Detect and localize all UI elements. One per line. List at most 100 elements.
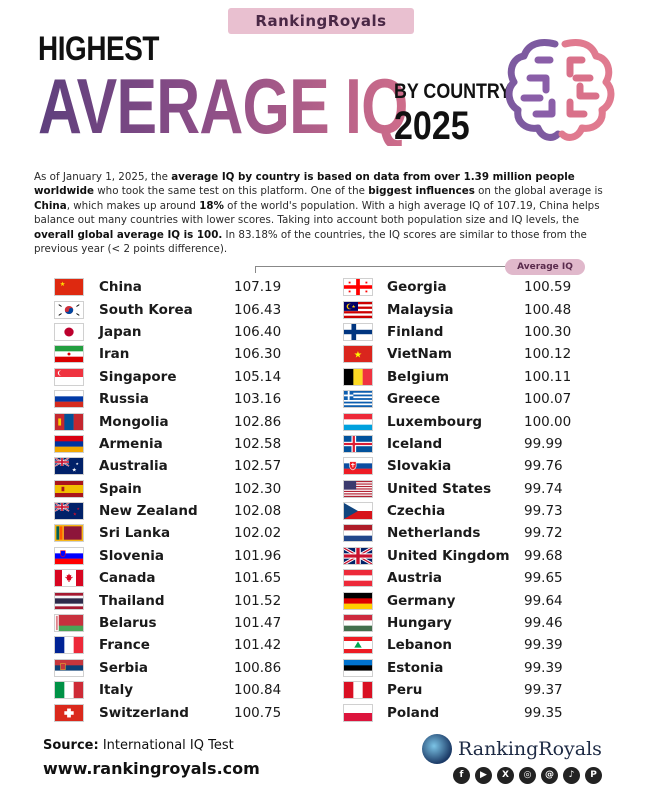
table-row: Hungary 99.46	[343, 612, 593, 634]
iq-value: 100.86	[234, 659, 282, 676]
iq-value: 99.65	[524, 570, 563, 587]
country-name: Switzerland	[99, 704, 189, 721]
flag-th-icon	[54, 591, 84, 610]
svg-text:★: ★	[76, 507, 80, 511]
iq-value: 102.58	[234, 435, 282, 452]
flag-ca-icon	[54, 569, 84, 588]
iq-value: 100.11	[524, 368, 572, 385]
iq-value: 99.68	[524, 547, 563, 564]
svg-text:★: ★	[351, 304, 355, 310]
flag-lb-icon	[343, 636, 373, 655]
flag-vn-icon: ★	[343, 345, 373, 364]
flag-sk-icon	[343, 457, 373, 476]
country-name: South Korea	[99, 301, 193, 318]
flag-fr-icon	[54, 636, 84, 655]
table-row: Singapore 105.14	[54, 366, 304, 388]
flag-pl-icon	[343, 703, 373, 722]
pinterest-icon[interactable]: P	[585, 767, 602, 784]
table-row: Belarus 101.47	[54, 612, 304, 634]
brand-badge: RankingRoyals	[228, 8, 414, 34]
table-row: Germany 99.64	[343, 589, 593, 611]
iq-value: 99.72	[524, 525, 563, 542]
brain-icon	[505, 39, 615, 141]
country-name: Georgia	[387, 279, 447, 296]
table-row: Armenia 102.58	[54, 433, 304, 455]
threads-icon[interactable]: @	[541, 767, 558, 784]
table-row: Spain 102.30	[54, 478, 304, 500]
flag-be-icon	[343, 367, 373, 386]
tiktok-icon[interactable]: ♪	[563, 767, 580, 784]
table-row: Poland 99.35	[343, 701, 593, 723]
country-name: Czechia	[387, 503, 446, 520]
iq-value: 101.65	[234, 570, 282, 587]
flag-pe-icon	[343, 681, 373, 700]
flag-jp-icon	[54, 322, 84, 341]
table-row: Peru 99.37	[343, 679, 593, 701]
flag-nl-icon	[343, 524, 373, 543]
flag-ru-icon	[54, 390, 84, 409]
social-icons: f ▶ X ◎ @ ♪ P	[453, 767, 602, 784]
iq-value: 105.14	[234, 368, 282, 385]
iq-value: 99.76	[524, 458, 563, 475]
flag-it-icon	[54, 681, 84, 700]
table-row: Finland 100.30	[343, 321, 593, 343]
flag-am-icon	[54, 434, 84, 453]
country-name: Belgium	[387, 368, 450, 385]
table-row: Slovakia 99.76	[343, 455, 593, 477]
country-name: Slovakia	[387, 458, 452, 475]
iq-value: 101.47	[234, 615, 282, 632]
table-row: ★ VietNam 100.12	[343, 343, 593, 365]
table-row: United States 99.74	[343, 478, 593, 500]
table-row: Georgia 100.59	[343, 276, 593, 298]
flag-by-icon	[54, 614, 84, 633]
flag-au-icon: ★ ★	[54, 457, 84, 476]
country-name: Germany	[387, 592, 456, 609]
flag-cn-icon: ★	[54, 278, 84, 297]
youtube-icon[interactable]: ▶	[475, 767, 492, 784]
country-name: United Kingdom	[387, 547, 510, 564]
svg-text:★: ★	[76, 462, 80, 466]
facebook-icon[interactable]: f	[453, 767, 470, 784]
x-icon[interactable]: X	[497, 767, 514, 784]
country-name: Singapore	[99, 368, 177, 385]
country-name: VietNam	[387, 346, 452, 363]
table-row: Iceland 99.99	[343, 433, 593, 455]
table-row: ★ Malaysia 100.48	[343, 298, 593, 320]
country-name: Iran	[99, 346, 130, 363]
source-line: Source: International IQ Test	[43, 738, 234, 753]
svg-text:★: ★	[73, 512, 77, 518]
iq-value: 100.30	[524, 323, 572, 340]
svg-text:★: ★	[354, 351, 362, 361]
flag-kr-icon	[54, 300, 84, 319]
iq-value: 99.39	[524, 637, 563, 654]
flag-nz-icon: ★ ★	[54, 502, 84, 521]
intro-paragraph: As of January 1, 2025, the average IQ by…	[34, 171, 603, 256]
table-row: Canada 101.65	[54, 567, 304, 589]
website-url[interactable]: www.rankingroyals.com	[43, 759, 260, 778]
country-name: Finland	[387, 323, 444, 340]
flag-mn-icon	[54, 412, 84, 431]
iq-value: 99.99	[524, 435, 563, 452]
table-row: Switzerland 100.75	[54, 701, 304, 723]
country-name: Italy	[99, 682, 134, 699]
country-name: Slovenia	[99, 547, 164, 564]
column-bracket	[255, 266, 506, 273]
table-row: Japan 106.40	[54, 321, 304, 343]
flag-at-icon	[343, 569, 373, 588]
country-name: Belarus	[99, 615, 157, 632]
country-name: Greece	[387, 391, 441, 408]
iq-value: 100.59	[524, 279, 572, 296]
iq-value: 99.73	[524, 503, 563, 520]
country-name: Australia	[99, 458, 168, 475]
iq-value: 99.64	[524, 592, 563, 609]
iq-value: 99.35	[524, 704, 563, 721]
country-name: New Zealand	[99, 503, 198, 520]
flag-ch-icon	[54, 703, 84, 722]
instagram-icon[interactable]: ◎	[519, 767, 536, 784]
flag-rs-icon	[54, 658, 84, 677]
table-row: ★ China 107.19	[54, 276, 304, 298]
country-name: Lebanon	[387, 637, 453, 654]
country-name: Netherlands	[387, 525, 481, 542]
flag-us-icon	[343, 479, 373, 498]
table-row: Belgium 100.11	[343, 366, 593, 388]
